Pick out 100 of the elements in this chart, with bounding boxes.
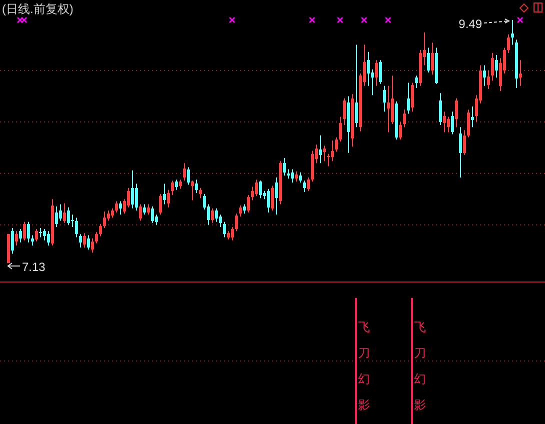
candlestick: [75, 217, 78, 238]
candlestick: [339, 116, 342, 142]
candlestick: [271, 185, 274, 211]
candlestick: [411, 82, 414, 112]
candlestick: [299, 172, 302, 184]
candlestick: [87, 234, 90, 250]
candlestick: [343, 98, 346, 126]
candlestick: [455, 98, 458, 128]
candlestick: [427, 47, 430, 74]
candlestick: [163, 183, 166, 205]
candlestick: [147, 204, 150, 216]
candlestick: [431, 42, 434, 76]
candlestick: [175, 179, 178, 190]
candlestick: [387, 85, 390, 133]
candlestick: [215, 208, 218, 222]
candlestick: [63, 202, 66, 224]
candlestick: [443, 111, 446, 133]
candlestick: [399, 121, 402, 140]
annotation: 7.13: [22, 260, 46, 274]
chart-title: (日线.前复权): [2, 2, 74, 16]
candlestick: [127, 187, 130, 208]
candlestick: [91, 238, 94, 254]
candlestick: [319, 134, 322, 164]
candlestick: [519, 60, 522, 86]
candlestick: [211, 208, 214, 224]
candlestick: [275, 177, 278, 216]
candlestick: [111, 208, 114, 218]
candlestick: [39, 227, 42, 238]
candlestick: [79, 234, 82, 248]
candlestick: [255, 179, 258, 197]
candlestick: [407, 82, 410, 114]
candlestick: [355, 44, 358, 128]
candlestick: [231, 226, 234, 241]
candlestick: [23, 221, 26, 241]
candlestick: [391, 75, 394, 124]
candlestick: [331, 140, 334, 162]
candlestick: [131, 170, 134, 209]
candlestick: [439, 92, 442, 126]
candlestick: [243, 204, 246, 214]
candlestick: [323, 145, 326, 162]
candlestick: [191, 180, 194, 201]
candlestick: [415, 75, 418, 88]
candlestick: [31, 234, 34, 246]
candlestick: [47, 230, 50, 246]
annotation: 9.49: [458, 17, 482, 31]
candlestick: [447, 116, 450, 133]
candlestick: [199, 187, 202, 199]
candlestick: [251, 186, 254, 201]
candlestick: [303, 180, 306, 192]
candlestick: [135, 183, 138, 211]
candlestick: [103, 211, 106, 228]
candlestick: [15, 230, 18, 246]
candlestick: [183, 162, 186, 182]
candlestick: [259, 180, 262, 199]
candlestick: [495, 54, 498, 78]
candlestick: [219, 214, 222, 228]
candlestick: [43, 228, 46, 241]
annotation: 飞刀幻影: [358, 320, 370, 412]
candlestick: [295, 170, 298, 182]
candlestick: [267, 188, 270, 214]
candlestick: [287, 168, 290, 180]
candlestick: [367, 51, 370, 86]
candlestick: [247, 194, 250, 214]
annotation: 飞刀幻影: [414, 320, 426, 412]
candlestick: [27, 221, 30, 243]
candlestick: [467, 109, 470, 138]
candlestick: [11, 227, 14, 254]
candlestick: [59, 204, 62, 222]
candlestick: [223, 221, 226, 238]
candlestick: [459, 126, 462, 178]
candlestick: [151, 206, 154, 224]
candlestick: [35, 228, 38, 242]
candlestick: [483, 64, 486, 86]
candlestick: [139, 204, 142, 222]
candlestick: [179, 179, 182, 190]
candlestick: [235, 213, 238, 232]
candlestick: [143, 204, 146, 216]
candlestick: [491, 52, 494, 82]
candlestick: [487, 70, 490, 90]
candlestick: [379, 60, 382, 84]
candlestick: [95, 232, 98, 244]
candlestick: [291, 168, 294, 184]
candlestick: [187, 166, 190, 186]
candlestick: [335, 136, 338, 152]
candlestick: [463, 130, 466, 156]
candlestick: [511, 20, 514, 46]
candlestick: [167, 189, 170, 208]
candlestick: [159, 194, 162, 216]
candlestick: [115, 200, 118, 214]
candlestick: [83, 232, 86, 248]
candlestick: [327, 153, 330, 167]
candlestick: [283, 157, 286, 176]
candlestick: [507, 34, 510, 54]
candlestick: [471, 106, 474, 128]
candlestick: [19, 228, 22, 243]
candlestick: [451, 111, 454, 135]
candlestick: [71, 214, 74, 228]
candlestick: [307, 177, 310, 192]
candlestick: [239, 204, 242, 218]
candlestick: [55, 206, 58, 228]
